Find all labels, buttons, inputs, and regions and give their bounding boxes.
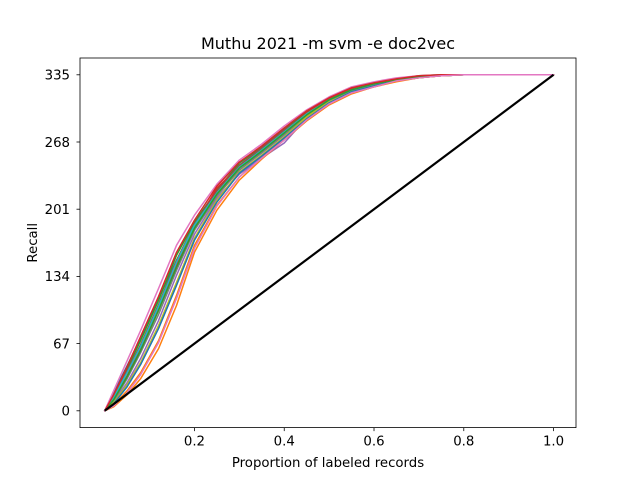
x-tick-label-2: 0.6 bbox=[363, 435, 384, 450]
plot-frame bbox=[79, 57, 577, 429]
x-tick-label-0: 0.2 bbox=[184, 435, 205, 450]
y-tick-label-2: 134 bbox=[45, 270, 70, 285]
x-tick-label-4: 1.0 bbox=[543, 435, 564, 450]
y-tick-label-1: 67 bbox=[53, 337, 70, 352]
y-axis-label: Recall bbox=[26, 223, 41, 263]
y-tick-label-0: 0 bbox=[62, 405, 70, 420]
x-tick-label-3: 0.8 bbox=[453, 435, 474, 450]
chart-title: Muthu 2021 -m svm -e doc2vec bbox=[201, 34, 455, 53]
y-tick-label-4: 268 bbox=[45, 136, 70, 151]
x-axis-label: Proportion of labeled records bbox=[232, 456, 424, 471]
random-baseline-line bbox=[104, 73, 555, 412]
recall-curve-15 bbox=[103, 74, 555, 412]
x-tick-label-1: 0.4 bbox=[274, 435, 295, 450]
y-tick-label-3: 201 bbox=[45, 203, 70, 218]
series-layer bbox=[103, 74, 555, 412]
y-axis-ticks: 0 67 134 201 268 335 bbox=[45, 69, 80, 420]
x-axis-ticks: 0.2 0.4 0.6 0.8 1.0 bbox=[184, 427, 564, 450]
y-tick-label-5: 335 bbox=[45, 69, 70, 84]
reference-layer bbox=[104, 73, 555, 412]
